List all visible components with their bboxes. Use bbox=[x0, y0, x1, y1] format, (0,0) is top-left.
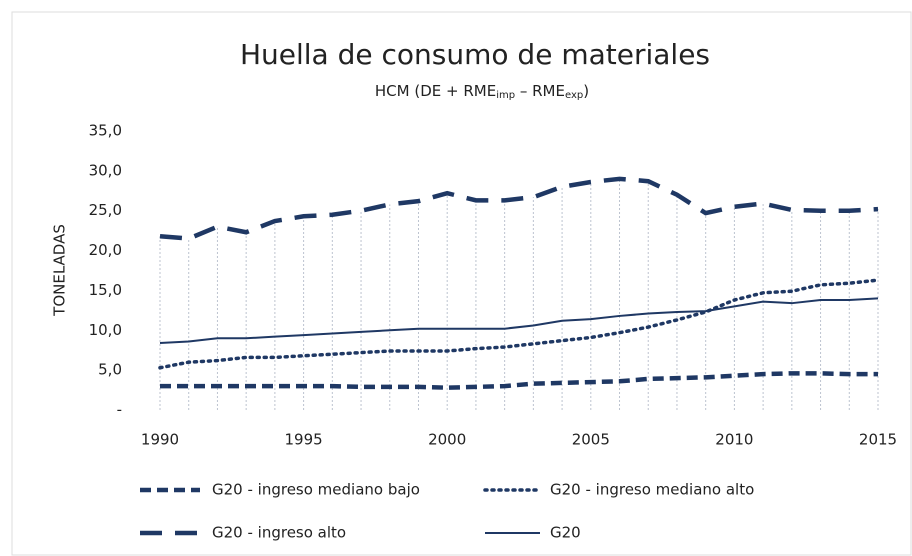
legend-label: G20 - ingreso mediano alto bbox=[550, 481, 754, 499]
y-tick-label: 30,0 bbox=[89, 161, 122, 179]
x-tick-label: 2000 bbox=[428, 431, 466, 449]
y-tick-label: - bbox=[117, 401, 122, 419]
subtitle-subscript: exp bbox=[565, 90, 583, 101]
subtitle-part: – RME bbox=[515, 82, 565, 100]
legend-label: G20 - ingreso mediano bajo bbox=[212, 481, 420, 499]
x-tick-label: 2015 bbox=[859, 431, 897, 449]
x-tick-label: 2010 bbox=[715, 431, 753, 449]
y-tick-label: 15,0 bbox=[89, 281, 122, 299]
y-axis-label: TONELADAS bbox=[51, 224, 69, 317]
y-tick-label: 10,0 bbox=[89, 321, 122, 339]
x-tick-label: 1990 bbox=[141, 431, 179, 449]
subtitle-part: ) bbox=[583, 82, 589, 100]
series-line bbox=[160, 371, 878, 390]
subtitle-subscript: imp bbox=[496, 90, 515, 101]
series-line bbox=[158, 278, 880, 370]
legend-label: G20 - ingreso alto bbox=[212, 524, 346, 542]
subtitle-part: HCM (DE + RME bbox=[375, 82, 496, 100]
y-tick-label: 35,0 bbox=[89, 122, 122, 140]
chart-subtitle: HCM (DE + RMEimp – RMEexp) bbox=[375, 82, 589, 102]
y-tick-label: 5,0 bbox=[98, 361, 122, 379]
x-tick-label: 1995 bbox=[285, 431, 323, 449]
chart-frame bbox=[11, 11, 912, 556]
legend-label: G20 bbox=[550, 524, 581, 542]
y-tick-label: 20,0 bbox=[89, 241, 122, 259]
y-tick-label: 25,0 bbox=[89, 201, 122, 219]
series-line bbox=[159, 176, 879, 241]
series-line bbox=[159, 297, 879, 345]
x-tick-label: 2005 bbox=[572, 431, 610, 449]
chart-title: Huella de consumo de materiales bbox=[240, 38, 710, 71]
